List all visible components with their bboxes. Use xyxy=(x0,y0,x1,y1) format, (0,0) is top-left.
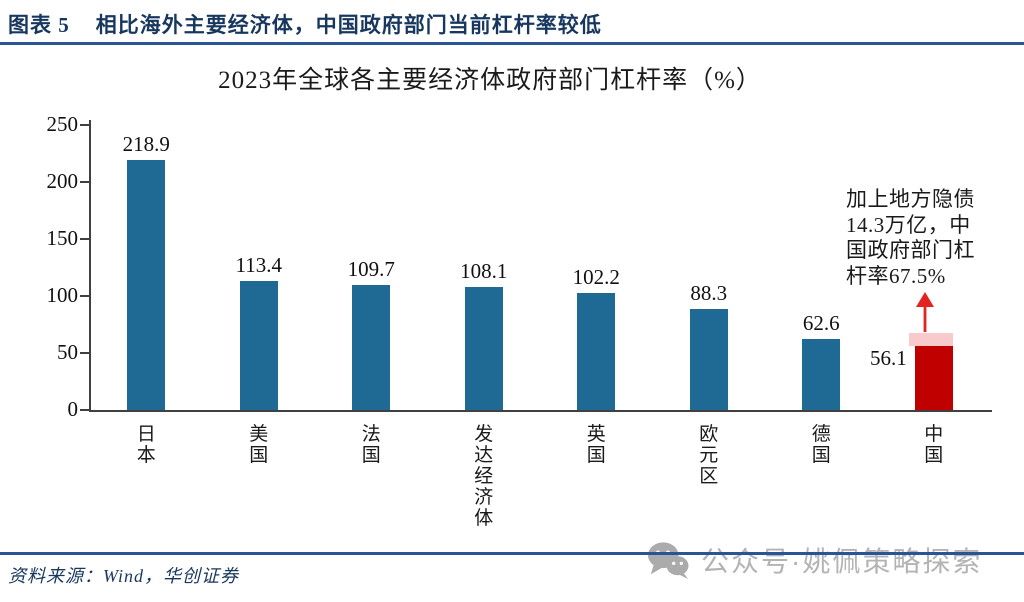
up-arrow-icon xyxy=(916,292,934,332)
value-label-france: 109.7 xyxy=(347,256,395,281)
bar-japan xyxy=(127,160,166,410)
value-label-usa: 113.4 xyxy=(235,252,282,277)
china-annotation: 加上地方隐债 14.3万亿，中 国政府部门杠 杆率67.5% xyxy=(846,187,975,288)
watermark-text: 公众号·姚佩策略探索 xyxy=(701,546,983,577)
y-tick-label: 200 xyxy=(46,169,79,193)
chart-title: 2023年全球各主要经济体政府部门杠杆率（%） xyxy=(218,67,762,94)
figure-title: 相比海外主要经济体，中国政府部门当前杠杆率较低 xyxy=(95,13,602,37)
bar-germany xyxy=(802,338,841,410)
y-tick-label: 100 xyxy=(46,283,79,307)
bar-developed-economies xyxy=(464,286,503,410)
bar-uk xyxy=(577,293,616,410)
value-label-china: 56.1 xyxy=(870,346,907,371)
x-label-uk: 英国 xyxy=(586,424,606,466)
source-note: 资料来源：Wind，华创证券 xyxy=(8,566,240,586)
y-tick-mark xyxy=(80,181,90,183)
y-tick-mark xyxy=(80,238,90,240)
y-tick-label: 0 xyxy=(67,397,79,421)
x-label-china: 中国 xyxy=(924,424,944,466)
x-label-germany: 德国 xyxy=(811,424,831,466)
y-tick-label: 250 xyxy=(46,112,79,136)
x-axis xyxy=(89,410,992,412)
y-axis xyxy=(89,120,91,412)
figure-header: 图表 5 相比海外主要经济体，中国政府部门当前杠杆率较低 xyxy=(8,9,602,39)
footer-divider xyxy=(0,552,1024,555)
value-label-uk: 102.2 xyxy=(572,265,620,290)
x-label-japan: 日本 xyxy=(136,424,156,466)
y-tick-mark xyxy=(80,124,90,126)
x-label-usa: 美国 xyxy=(249,424,269,466)
x-label-eurozone: 欧元区 xyxy=(699,424,719,487)
bar-china xyxy=(914,346,953,410)
value-label-japan: 218.9 xyxy=(122,132,170,157)
y-tick-label: 50 xyxy=(57,340,78,364)
y-tick-mark xyxy=(80,409,90,411)
x-label-developed-economies: 发达经济体 xyxy=(474,424,494,529)
figure-label: 图表 5 xyxy=(8,13,70,37)
bar-eurozone xyxy=(689,309,728,410)
china-hidden-debt-cap xyxy=(908,333,953,347)
x-label-france: 法国 xyxy=(361,424,381,466)
bar-usa xyxy=(239,280,278,410)
value-label-germany: 62.6 xyxy=(802,310,840,335)
value-label-developed-economies: 108.1 xyxy=(460,258,508,283)
bar-france xyxy=(352,284,391,410)
y-tick-mark xyxy=(80,295,90,297)
wechat-icon xyxy=(648,542,689,580)
watermark: 公众号·姚佩策略探索 xyxy=(645,540,982,580)
value-label-eurozone: 88.3 xyxy=(690,281,728,306)
header-divider xyxy=(0,42,1024,45)
y-tick-mark xyxy=(80,352,90,354)
y-tick-label: 150 xyxy=(46,226,79,250)
